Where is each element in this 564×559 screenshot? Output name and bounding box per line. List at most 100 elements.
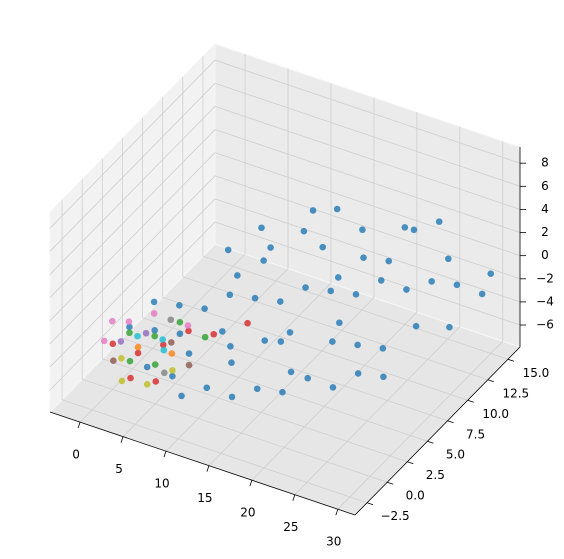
point [168,339,175,346]
grid-line [49,83,216,252]
x-tick-label: 20 [240,506,255,520]
grid-line [102,358,408,463]
grid-line [214,175,521,280]
grid-line [214,198,521,303]
y-tick-label: 0.0 [406,489,425,503]
point [251,294,259,302]
point [143,381,151,388]
grid-line [142,317,448,422]
grid-line [214,59,521,164]
point [287,368,295,376]
point [176,318,184,326]
y-tick-label: 15.0 [523,366,550,380]
y-tick [427,440,434,444]
point [134,349,142,357]
grid-line [214,129,521,233]
grid-line [182,276,488,381]
point [185,350,193,357]
grid-line [208,297,375,466]
point [109,340,117,348]
z-tick-label: 0 [541,248,549,262]
point [201,333,209,341]
grid-line [49,152,216,321]
x-tick [163,451,167,458]
point [201,305,208,312]
grid-line [214,82,521,187]
point [377,277,385,284]
point [359,226,366,234]
point [354,341,361,349]
y-tick [467,399,474,403]
grid-line [214,106,521,210]
y-tick [366,502,374,506]
grid-line [49,59,216,229]
point [478,290,486,298]
z-tick-label: −4 [536,294,554,308]
point [380,373,387,381]
point [385,257,393,265]
point [276,298,284,305]
point [227,343,234,350]
x-tick [292,494,296,501]
x-tick-label: 5 [115,462,123,476]
point [253,385,261,393]
point [279,388,286,396]
point [300,227,308,235]
z-tick-label: 6 [541,179,549,193]
grid-line [202,255,509,360]
point [336,319,343,327]
y-tick [507,358,515,362]
y-tick-label: 7.5 [466,427,485,441]
grid-line [122,268,289,437]
point [286,329,294,336]
point [435,218,443,225]
point [329,338,336,345]
y-tick-label: 5.0 [446,448,465,462]
grid-line [82,378,388,483]
z-tick-label: 4 [541,202,549,216]
point [258,224,265,232]
point [487,270,495,278]
grid-line [165,282,332,452]
y-tick [447,420,454,424]
point [117,338,125,345]
point [428,278,435,285]
point [127,374,134,382]
point [151,327,158,334]
point [219,328,226,335]
x-axis [49,411,356,516]
grid-line [214,221,521,326]
x-tick-label: 30 [326,535,341,549]
point [260,257,267,264]
grid-line [49,129,216,298]
x-tick [206,465,210,472]
point [152,378,160,385]
point [151,361,159,368]
point [327,287,335,295]
point [329,384,337,391]
point [403,286,410,293]
y-tick-label: 10.0 [482,407,509,421]
point [185,361,193,369]
point [267,244,274,251]
x-tick-label: 15 [197,491,212,505]
y-tick [407,461,414,465]
point [100,337,108,345]
point [118,377,126,385]
point [224,246,232,254]
point [126,323,133,331]
point [118,354,125,362]
point [161,369,168,377]
z-tick-label: −6 [536,318,554,332]
point [176,302,183,309]
y-tick-label: 12.5 [502,386,529,400]
point [108,317,116,325]
x-tick [335,509,339,516]
point [453,281,461,289]
y-tick [387,481,394,485]
point [178,392,185,400]
y-tick [487,379,494,383]
point [309,207,317,214]
point [445,255,452,263]
